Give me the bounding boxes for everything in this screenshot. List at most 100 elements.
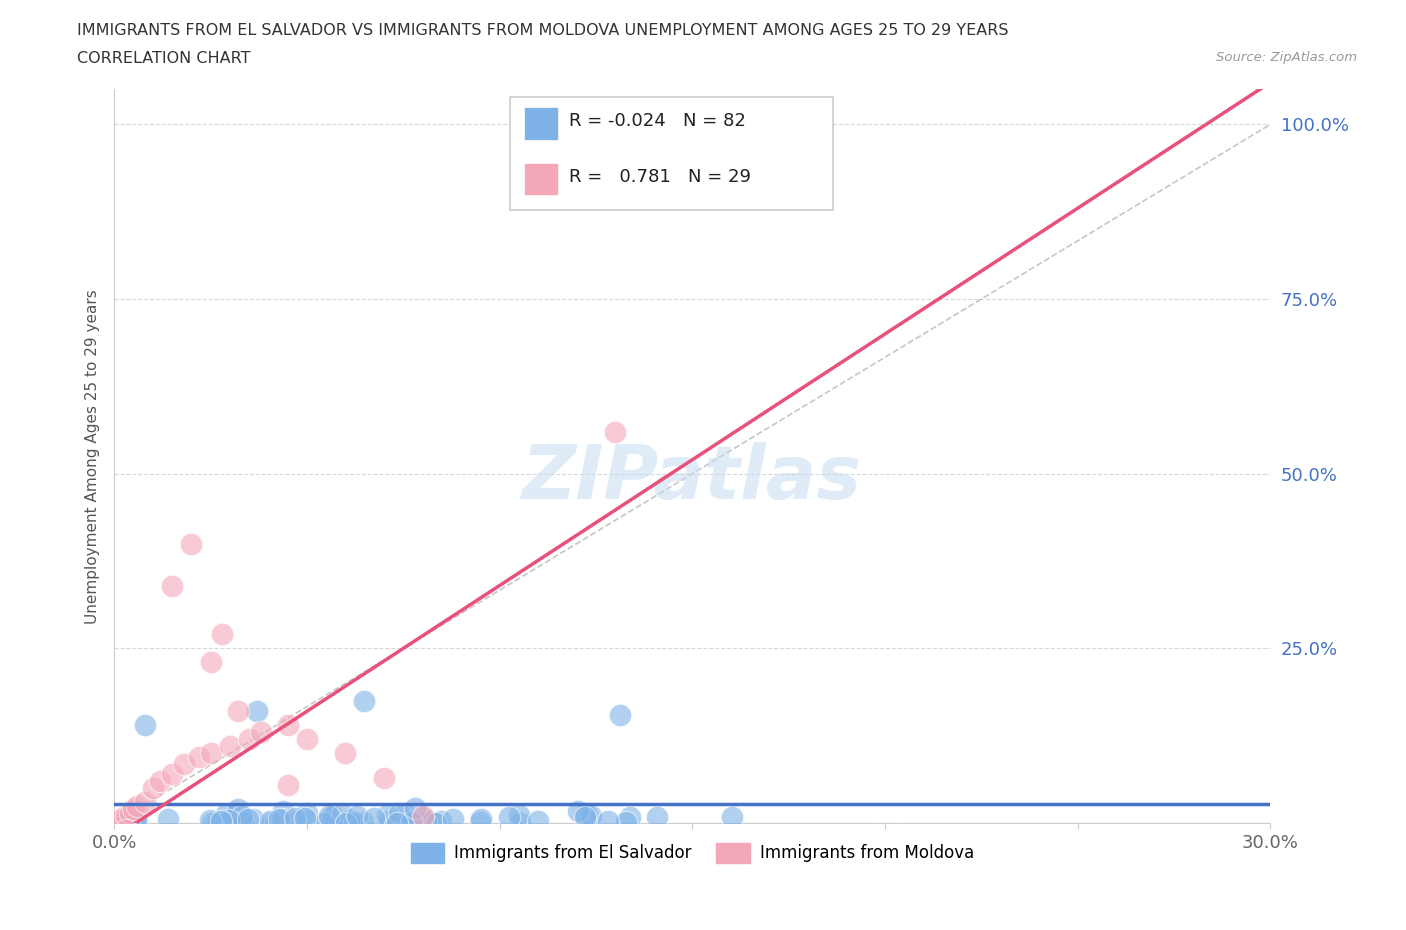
Text: ZIPatlas: ZIPatlas xyxy=(522,442,862,515)
Point xyxy=(375,808,398,823)
Point xyxy=(508,807,530,822)
Point xyxy=(420,815,443,830)
Point xyxy=(122,802,145,817)
Point xyxy=(614,815,637,830)
Point xyxy=(388,805,411,820)
Point xyxy=(124,812,146,827)
Point xyxy=(605,424,627,439)
Point xyxy=(399,815,422,830)
Point xyxy=(335,815,357,830)
Point xyxy=(277,777,299,792)
Point xyxy=(117,813,139,828)
Point xyxy=(394,806,416,821)
Point xyxy=(200,655,222,670)
Point xyxy=(321,815,343,830)
Point xyxy=(124,816,146,830)
Point xyxy=(271,804,294,818)
Point xyxy=(188,750,211,764)
Point xyxy=(114,823,136,838)
Point xyxy=(598,813,620,828)
Point xyxy=(335,746,357,761)
Point xyxy=(378,814,401,829)
Point xyxy=(498,809,520,824)
Point xyxy=(238,732,260,747)
Point xyxy=(207,815,229,830)
Point xyxy=(111,810,134,825)
Point xyxy=(236,812,259,827)
Point xyxy=(222,808,245,823)
Point xyxy=(468,814,491,829)
Point xyxy=(425,816,447,830)
Point xyxy=(401,815,423,830)
Point xyxy=(329,815,352,830)
Point xyxy=(385,815,408,830)
Point xyxy=(246,704,269,719)
Point xyxy=(335,816,357,830)
Point xyxy=(412,810,434,825)
Point xyxy=(217,813,239,828)
Point xyxy=(198,812,221,827)
Point xyxy=(201,816,224,830)
Text: R =   0.781   N = 29: R = 0.781 N = 29 xyxy=(568,167,751,186)
Point xyxy=(283,811,305,826)
Point xyxy=(509,816,531,830)
Point xyxy=(180,537,202,551)
Bar xyxy=(524,164,557,194)
Point xyxy=(398,813,420,828)
Point xyxy=(218,813,240,828)
Point xyxy=(211,627,233,642)
Point xyxy=(579,808,602,823)
Point xyxy=(142,781,165,796)
Point xyxy=(218,738,240,753)
Point xyxy=(107,812,129,827)
Point xyxy=(125,816,148,830)
Point xyxy=(387,816,409,830)
Point xyxy=(322,809,344,824)
Point xyxy=(173,756,195,771)
Point xyxy=(575,806,598,821)
Point xyxy=(209,813,232,828)
Point xyxy=(127,798,149,813)
Point xyxy=(249,724,271,739)
Point xyxy=(318,808,340,823)
Point xyxy=(567,804,589,818)
Point xyxy=(346,809,368,824)
Point xyxy=(353,694,375,709)
Point xyxy=(395,816,418,830)
Point xyxy=(330,807,353,822)
Point xyxy=(242,811,264,826)
Point xyxy=(619,809,641,824)
Point xyxy=(337,813,360,828)
Point xyxy=(114,809,136,824)
Point xyxy=(373,770,395,785)
Point xyxy=(415,816,437,830)
Point xyxy=(527,814,550,829)
Point xyxy=(149,774,172,789)
Point xyxy=(134,718,156,733)
Point xyxy=(200,746,222,761)
Point xyxy=(319,809,342,824)
Point xyxy=(267,812,290,827)
Point xyxy=(352,815,374,830)
Point xyxy=(441,812,464,827)
Point xyxy=(343,815,366,830)
Point xyxy=(609,708,631,723)
Point xyxy=(231,809,253,824)
Point xyxy=(134,795,156,810)
Point xyxy=(226,802,249,817)
Point xyxy=(259,814,281,829)
Point xyxy=(312,816,335,830)
Point xyxy=(294,811,316,826)
Point xyxy=(232,815,254,830)
Point xyxy=(721,810,744,825)
Point xyxy=(226,704,249,719)
Point xyxy=(160,766,183,781)
Y-axis label: Unemployment Among Ages 25 to 29 years: Unemployment Among Ages 25 to 29 years xyxy=(86,289,100,624)
Text: Source: ZipAtlas.com: Source: ZipAtlas.com xyxy=(1216,51,1357,64)
Point xyxy=(295,732,318,747)
Text: R = -0.024   N = 82: R = -0.024 N = 82 xyxy=(568,112,745,130)
Point xyxy=(118,805,141,820)
Point xyxy=(264,816,287,830)
Point xyxy=(160,578,183,593)
Point xyxy=(363,811,385,826)
